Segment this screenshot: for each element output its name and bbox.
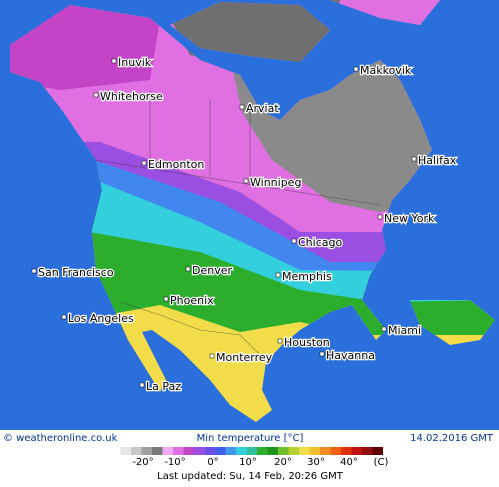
legend-swatch [215, 447, 226, 455]
legend-swatch [288, 447, 299, 455]
legend-swatch [183, 447, 194, 455]
legend-label: 20° [274, 457, 292, 468]
city-marker [381, 326, 387, 332]
city-label: Winnipeg [250, 176, 301, 189]
city-marker [277, 338, 283, 344]
city-label: Houston [284, 336, 330, 349]
city-marker [31, 268, 37, 274]
city-label: Whitehorse [100, 90, 163, 103]
city-label: Denver [192, 264, 232, 277]
legend-swatch [309, 447, 320, 455]
city-marker [139, 382, 145, 388]
city-label: New York [384, 212, 435, 225]
map-title: Min temperature [°C] [197, 433, 304, 444]
legend-swatch [330, 447, 341, 455]
legend-swatch [173, 447, 184, 455]
legend-label: 10° [239, 457, 257, 468]
legend-swatch [299, 447, 310, 455]
cities: Inuvik Whitehorse Arviat Makkovik Halifax Edm… [31, 55, 458, 394]
city-marker [275, 272, 281, 278]
legend-swatch [246, 447, 257, 455]
legend-swatch [120, 447, 131, 455]
legend-swatch [131, 447, 142, 455]
city-marker [61, 314, 67, 320]
legend-swatch [351, 447, 362, 455]
legend-swatch [278, 447, 289, 455]
city-label: La Paz [146, 380, 181, 393]
footer [0, 430, 499, 487]
source: © weatheronline.co.uk [3, 433, 118, 444]
city-label: Arviat [246, 102, 279, 115]
border [149, 90, 251, 185]
borders [94, 90, 381, 361]
legend-swatch [162, 447, 173, 455]
city-marker [141, 160, 147, 166]
legend-label: 30° [307, 457, 325, 468]
city-marker [377, 214, 383, 220]
legend-swatch [141, 447, 152, 455]
legend-swatch [362, 447, 373, 455]
legend-label: 40° [340, 457, 358, 468]
city-label: Monterrey [216, 351, 273, 364]
city-label: Los Angeles [68, 312, 134, 325]
city-label: Edmonton [148, 158, 204, 171]
legend-swatch [341, 447, 352, 455]
legend-swatch [110, 447, 121, 455]
legend-swatch [320, 447, 331, 455]
legend-swatch [152, 447, 163, 455]
city-label: Makkovik [360, 64, 412, 77]
legend-label: -20° [132, 457, 153, 468]
city-label: San Francisco [38, 266, 114, 279]
city-marker [291, 238, 297, 244]
legend-swatch [225, 447, 236, 455]
city-marker [111, 58, 117, 64]
legend-label: 0° [207, 457, 218, 468]
city-label: Halifax [418, 154, 457, 167]
city-label: Miami [388, 324, 421, 337]
city-marker [411, 156, 417, 162]
city-marker [93, 92, 99, 98]
border [94, 159, 381, 206]
legend-swatch [204, 447, 215, 455]
city-marker [353, 66, 359, 72]
city-marker [209, 353, 215, 359]
city-marker [185, 266, 191, 272]
updated: Last updated: Su, 14 Feb, 20:26 GMT [157, 471, 344, 482]
legend-swatch [372, 447, 383, 455]
legend-unit: (C) [374, 457, 389, 468]
legend-swatch [267, 447, 278, 455]
city-marker [163, 296, 169, 302]
city-marker [319, 351, 325, 357]
city-label: Chicago [298, 236, 342, 249]
date: 14.02.2016 GMT [410, 433, 494, 444]
city-label: Inuvik [118, 56, 152, 69]
legend-swatch [194, 447, 205, 455]
city-label: Havanna [326, 349, 375, 362]
legend-swatch [257, 447, 268, 455]
legend-swatch [236, 447, 247, 455]
border [119, 301, 266, 361]
city-marker [243, 178, 249, 184]
city-label: Phoenix [170, 294, 214, 307]
legend-label: -10° [164, 457, 185, 468]
city-marker [239, 104, 245, 110]
city-label: Memphis [282, 270, 332, 283]
legend: -20° -10° 0° 10° 20° 30° 40° (C) [110, 447, 388, 468]
